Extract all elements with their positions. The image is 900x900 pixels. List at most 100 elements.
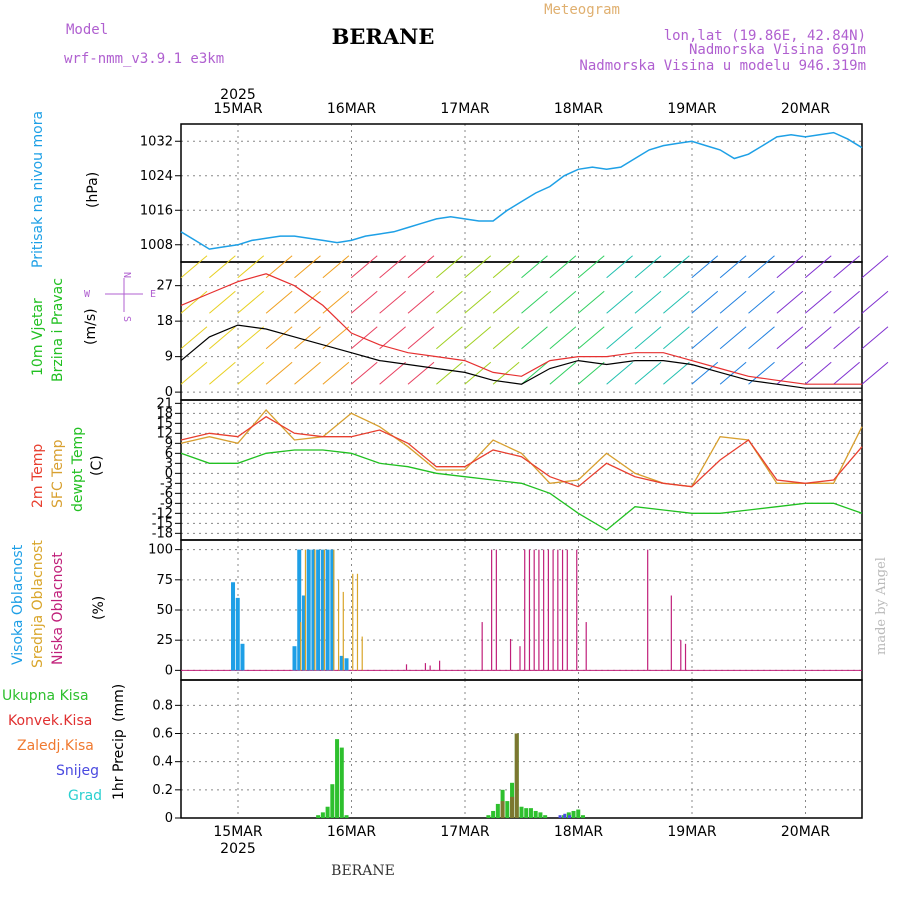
top-date-label: 15MAR: [213, 101, 262, 117]
precip-ylabel: 1hr Precip: [111, 729, 127, 800]
wind-barb: [577, 290, 605, 314]
wind-barb: [606, 255, 633, 279]
bottom-date-label: 20MAR: [781, 824, 830, 840]
wind-gust-series: [180, 273, 862, 385]
wind-barb: [634, 361, 662, 385]
wind-barb: [634, 255, 662, 279]
wind-barb: [521, 326, 548, 350]
temp-unit: (C): [89, 455, 105, 476]
total-precip-bar: [528, 808, 533, 818]
tick-label: 21: [156, 396, 173, 411]
wind-barb: [663, 255, 690, 279]
wind-barb: [861, 361, 889, 385]
pressure-unit: (hPa): [85, 172, 101, 208]
compass-west: W: [84, 289, 91, 300]
wind-barb: [350, 255, 378, 279]
wind-barb: [606, 290, 633, 314]
wind-barb: [322, 361, 350, 385]
wind-barb: [719, 290, 747, 314]
wind-barb: [436, 255, 463, 279]
total-precip-bar: [325, 806, 330, 818]
wind-barb: [180, 326, 208, 350]
precip-unit: (mm): [111, 684, 127, 722]
wind-barb: [350, 326, 378, 350]
temp-ylabel3: dewpt Temp: [70, 427, 86, 512]
wind-barb: [549, 326, 577, 350]
snow-precip-bar: [563, 813, 567, 818]
panels: 1008101610241032091827211815129630-3-6-9…: [140, 123, 889, 826]
wind-barb: [492, 326, 520, 350]
wind-barb: [436, 290, 463, 314]
wind-barb: [322, 326, 350, 350]
lonlat: lon,lat (19.86E, 42.84N): [664, 28, 866, 44]
total-precip-bar: [580, 815, 585, 818]
wind-barb: [634, 290, 662, 314]
wind-ylabel1: 10m Vjetar: [30, 298, 46, 376]
legend-hail: Grad: [68, 788, 102, 804]
wind-barb: [265, 255, 293, 279]
tick-label: 1016: [140, 203, 173, 218]
wind-barb: [209, 361, 236, 385]
wind-barb: [833, 290, 860, 314]
wind-ylabel2: Brzina i Pravac: [50, 278, 66, 382]
pressure-frame: [180, 123, 863, 263]
wind-barb: [861, 326, 889, 350]
wind-barb: [464, 326, 492, 350]
total-precip-bar: [330, 784, 335, 818]
top-date-label: 19MAR: [667, 101, 716, 117]
tick-label: 0.4: [152, 755, 173, 770]
tick-label: 3: [165, 456, 173, 471]
top-date-label: 17MAR: [440, 101, 489, 117]
wind-barb: [776, 290, 804, 314]
wind-barb: [663, 290, 690, 314]
total-precip-bar: [571, 810, 576, 818]
legend-total: Ukupna Kisa: [2, 688, 89, 704]
wind-barb: [379, 326, 406, 350]
wind-barb: [436, 361, 463, 385]
wind-barb: [294, 361, 321, 385]
footer-station: BERANE: [331, 863, 395, 879]
compass-east: E: [150, 289, 156, 300]
tick-label: 100: [148, 543, 173, 558]
total-precip-bar: [543, 815, 548, 818]
wind-barb: [209, 255, 236, 279]
compass-rose: N W E S: [84, 272, 156, 322]
wind-barb: [492, 255, 520, 279]
tick-label: -18: [152, 526, 173, 541]
conv-precip-bar: [500, 801, 505, 818]
tick-label: 1032: [140, 134, 173, 149]
wind-barb: [237, 361, 265, 385]
wind-barb: [237, 290, 265, 314]
wind-barb: [861, 290, 889, 314]
wind-barb: [804, 326, 832, 350]
wind-barb: [833, 255, 860, 279]
wind-barb: [521, 361, 548, 385]
tick-label: -6: [160, 486, 173, 501]
tick-label: 0.6: [152, 727, 173, 742]
bottom-date-label: 19MAR: [667, 824, 716, 840]
top-date-labels: 15MAR 16MAR 17MAR 18MAR 19MAR 20MAR: [213, 101, 830, 117]
wind-speed-series: [180, 324, 862, 389]
wind-barb: [833, 326, 860, 350]
tick-label: 6: [165, 446, 173, 461]
wind-barb: [804, 255, 832, 279]
wind-barb: [577, 255, 605, 279]
temp-ylabel1: 2m Temp: [30, 444, 46, 508]
tick-label: 0.2: [152, 783, 173, 798]
wind-barb: [379, 290, 406, 314]
tick-label: 25: [156, 633, 173, 648]
wind-barb: [265, 326, 293, 350]
wind-barb: [294, 255, 321, 279]
tick-label: -3: [160, 476, 173, 491]
cloud-ylabel1: Visoka Oblacnost: [10, 544, 26, 665]
pressure-panel: 1008 1016 1024 1032: [140, 123, 863, 263]
bottom-date-label: 18MAR: [554, 824, 603, 840]
total-precip-bar: [335, 739, 340, 818]
tick-label: 50: [156, 603, 173, 618]
wind-barb: [180, 290, 208, 314]
bottom-year: 2025: [220, 841, 256, 857]
wind-barb: [719, 326, 747, 350]
wind-barb: [606, 326, 633, 350]
